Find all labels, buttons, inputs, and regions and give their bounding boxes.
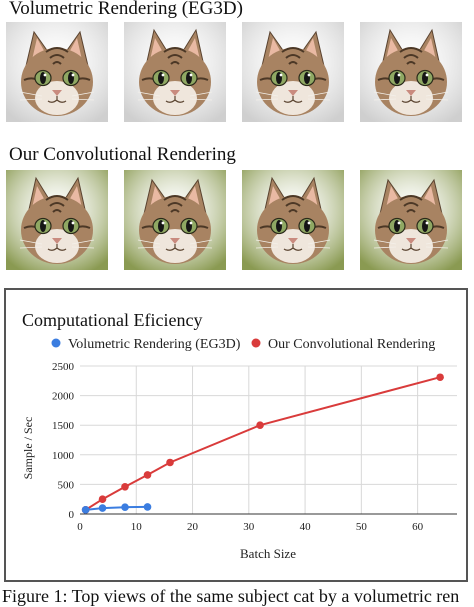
data-point-convolutional (143, 471, 152, 479)
efficiency-chart-panel: Computational Eficiency Volumetric Rende… (4, 288, 468, 582)
data-point-convolutional (436, 373, 444, 382)
x-tick-label: 10 (131, 521, 143, 533)
legend-label-volumetric: Volumetric Rendering (EG3D) (68, 337, 241, 352)
data-point-volumetric (81, 506, 90, 514)
legend-marker-convolutional (251, 338, 261, 348)
x-tick-label: 60 (412, 521, 424, 533)
chart-title: Computational Eficiency (22, 310, 202, 330)
x-tick-label: 0 (77, 521, 83, 533)
x-tick-label: 40 (300, 521, 312, 533)
legend-label-convolutional: Our Convolutional Rendering (268, 337, 435, 352)
y-tick-label: 2500 (52, 361, 75, 373)
y-tick-label: 500 (58, 479, 75, 491)
data-point-convolutional (166, 458, 174, 467)
data-point-volumetric (143, 503, 152, 511)
y-tick-label: 2000 (52, 391, 75, 403)
y-axis-ticks: 0 500 1000 1500 2000 2500 (52, 361, 75, 521)
chart-grid (80, 365, 457, 514)
convolutional-cat-image-3 (242, 170, 344, 270)
x-axis-label: Batch Size (240, 546, 296, 561)
volumetric-cat-image-2 (124, 22, 226, 122)
x-axis-ticks: 0 10 20 30 40 50 60 (77, 521, 423, 533)
y-tick-label: 0 (69, 509, 75, 521)
efficiency-chart: Computational Eficiency Volumetric Rende… (21, 310, 457, 561)
chart-series (81, 373, 444, 514)
data-point-convolutional (121, 482, 129, 491)
data-point-volumetric (121, 503, 129, 511)
y-tick-label: 1000 (52, 450, 75, 462)
data-point-convolutional (98, 495, 107, 503)
chart-legend: Volumetric Rendering (EG3D) Our Convolut… (51, 337, 435, 352)
data-point-volumetric (98, 504, 107, 512)
convolutional-cat-image-4 (360, 170, 462, 270)
series-line-convolutional (85, 376, 441, 511)
x-tick-label: 50 (356, 521, 368, 533)
data-point-convolutional (256, 421, 264, 429)
y-tick-label: 1500 (52, 420, 75, 432)
convolutional-rendering-title: Our Convolutional Rendering (9, 144, 236, 165)
volumetric-cat-image-3 (242, 22, 344, 122)
volumetric-rendering-title: Volumetric Rendering (EG3D) (9, 0, 243, 19)
convolutional-cat-image-1 (6, 170, 108, 270)
legend-marker-volumetric (51, 338, 61, 348)
series-line-volumetric (85, 505, 148, 511)
x-tick-label: 20 (187, 521, 199, 533)
y-axis-label: Sample / Sec (21, 417, 35, 480)
convolutional-cat-image-2 (124, 170, 226, 270)
volumetric-cat-image-4 (360, 22, 462, 122)
volumetric-cat-image-1 (6, 22, 108, 122)
x-tick-label: 30 (243, 521, 255, 533)
